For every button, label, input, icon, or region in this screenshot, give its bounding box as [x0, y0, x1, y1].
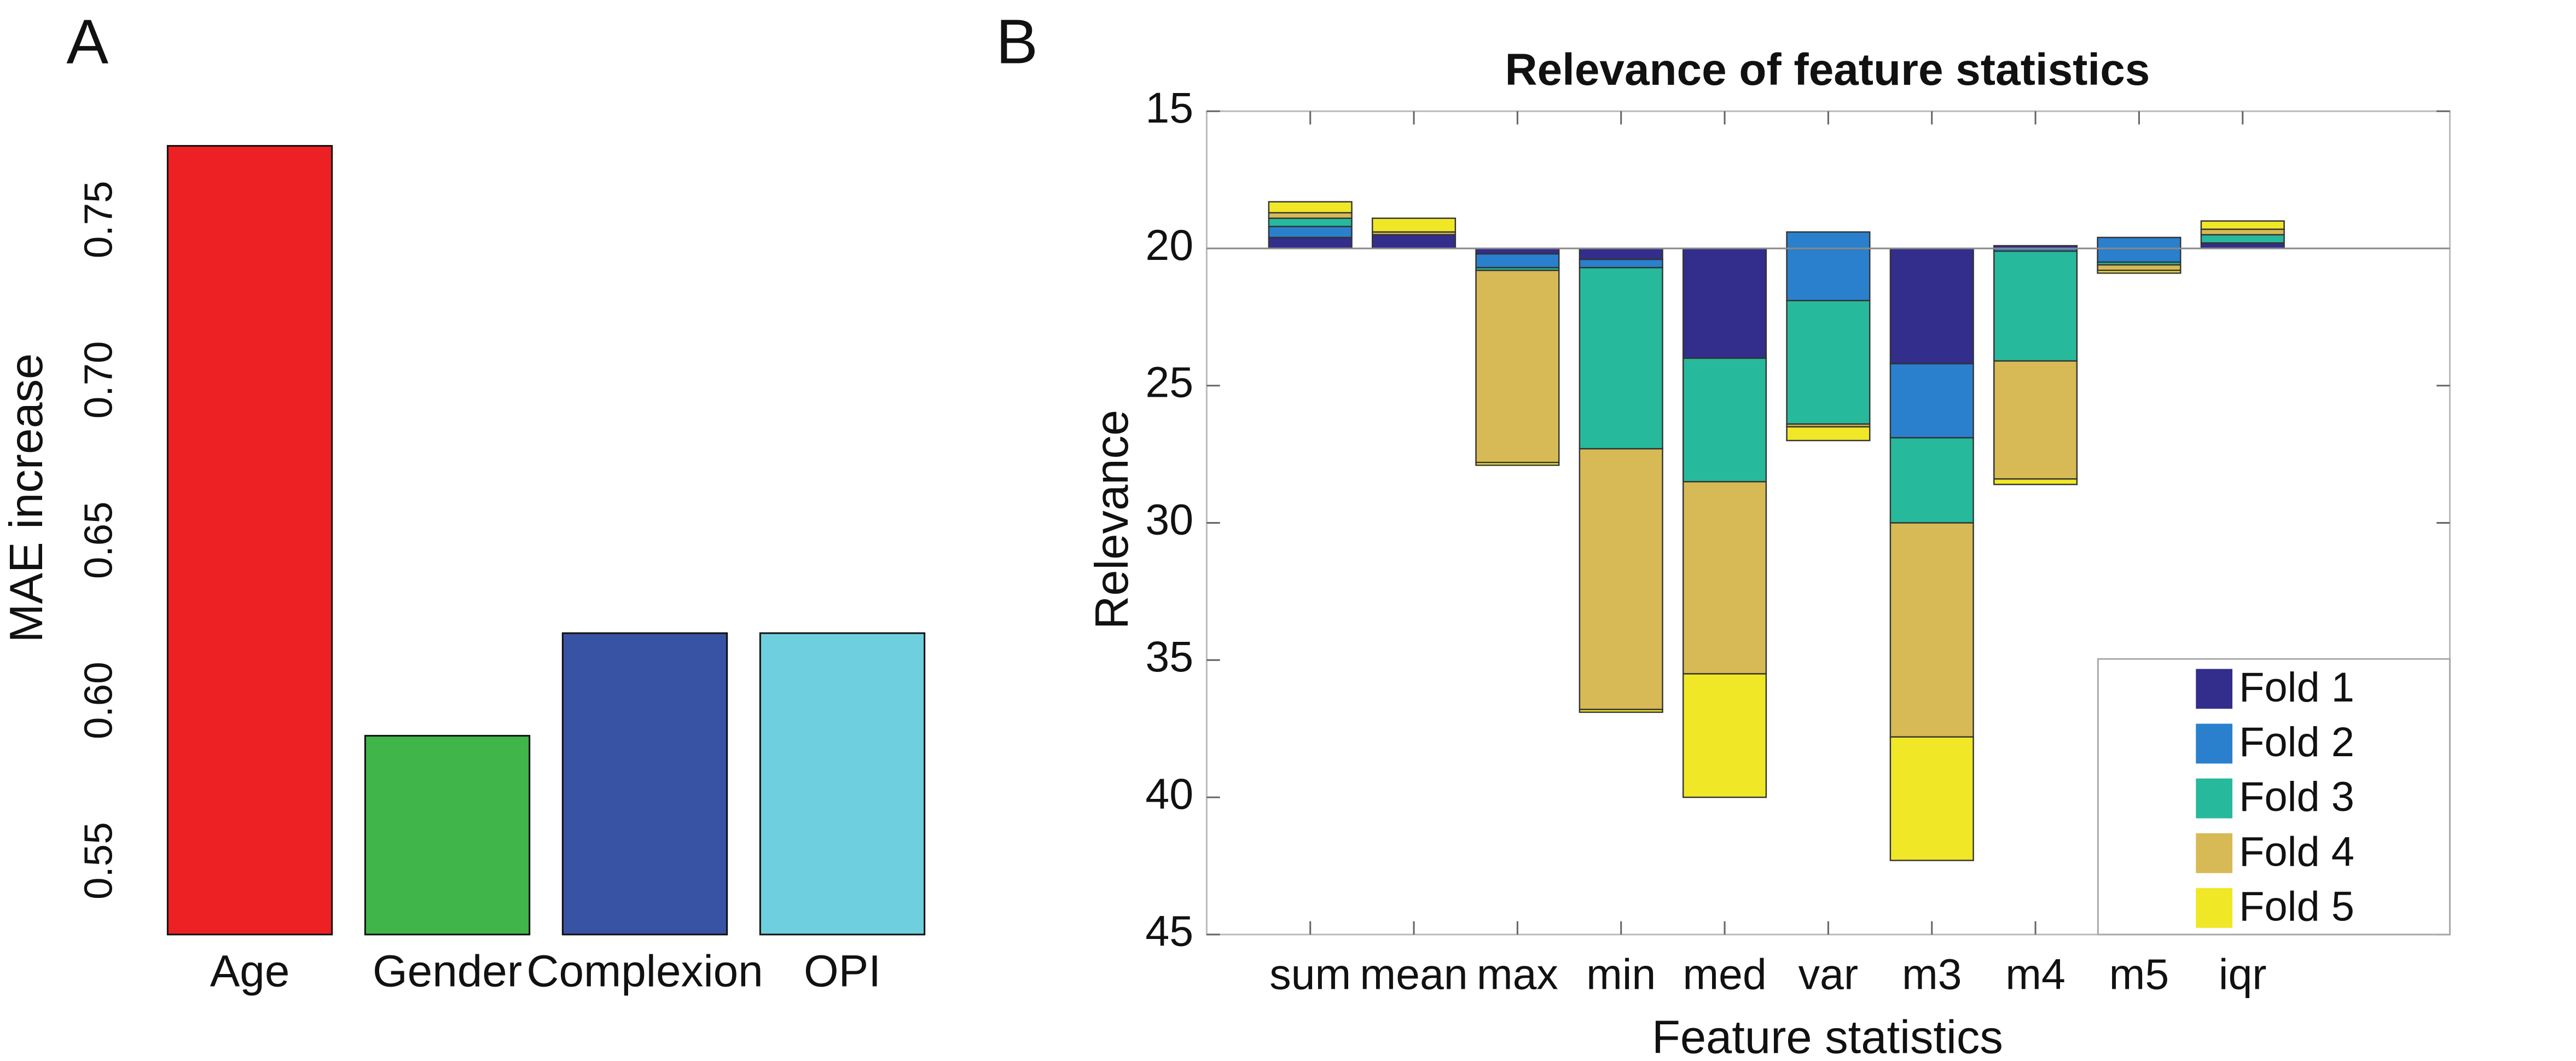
bar-segment: [1475, 461, 1560, 466]
legend-label: Fold 5: [2239, 883, 2354, 930]
chart-title: Relevance of feature statistics: [1505, 45, 2150, 95]
y-tick-label: 30: [1145, 495, 1193, 543]
y-tick-label: 0.60: [76, 662, 120, 739]
y-axis-label: Relevance: [1086, 410, 1138, 629]
bar-segment: [1786, 300, 1871, 425]
legend-swatch: [2196, 833, 2233, 873]
x-tick-label: sum: [1269, 950, 1351, 999]
x-tick-label: iqr: [2219, 950, 2267, 999]
bar-segment: [1371, 234, 1457, 250]
bar: [561, 632, 728, 936]
bar: [166, 145, 333, 936]
y-axis-label: MAE increase: [0, 353, 52, 643]
y-tick-label: 45: [1145, 907, 1193, 955]
legend-box: [2097, 658, 2451, 936]
legend-label: Fold 3: [2239, 774, 2354, 820]
bar-segment: [2200, 220, 2285, 230]
bar-segment: [1889, 247, 1974, 364]
y-tick-label: 40: [1145, 770, 1193, 818]
x-tick-label: Age: [210, 946, 290, 996]
bar-segment: [1786, 426, 1871, 442]
bar-segment: [1268, 225, 1353, 239]
x-tick-label: OPI: [804, 946, 881, 996]
y-tick-label: 0.65: [76, 501, 120, 579]
y-tick-label: 0.55: [76, 822, 120, 900]
legend-swatch: [2196, 778, 2233, 819]
bar-segment: [1371, 217, 1457, 233]
bar-segment: [1579, 258, 1663, 269]
bar-segment: [1268, 217, 1353, 228]
y-tick-label: 20: [1145, 221, 1193, 269]
bar-segment: [1579, 709, 1663, 713]
bar-segment: [1268, 201, 1353, 214]
bar-segment: [1682, 247, 1767, 359]
x-tick-label: var: [1798, 950, 1859, 999]
legend-swatch: [2196, 888, 2233, 928]
bar-segment: [1682, 673, 1767, 798]
bar-segment: [1889, 522, 1974, 738]
legend-swatch: [2196, 669, 2233, 709]
y-tick-label: 0.70: [76, 341, 120, 419]
bar: [364, 735, 531, 936]
bar-segment: [2097, 269, 2182, 274]
bar-segment: [1889, 736, 1974, 861]
bar-segment: [1889, 437, 1974, 524]
bar-segment: [1889, 363, 1974, 439]
bar-segment: [1475, 253, 1560, 269]
bar-segment: [2097, 264, 2182, 271]
legend-label: Fold 1: [2239, 664, 2354, 711]
y-tick-label: 35: [1145, 633, 1193, 681]
x-tick-label: max: [1477, 950, 1558, 999]
bar-segment: [2200, 234, 2285, 244]
legend-label: Fold 2: [2239, 719, 2354, 766]
x-tick-label: m5: [2109, 950, 2169, 999]
bar-segment: [1993, 478, 2078, 485]
bar-segment: [1268, 236, 1353, 250]
bar-segment: [2097, 236, 2182, 263]
legend-swatch: [2196, 723, 2233, 764]
x-tick-label: min: [1586, 950, 1656, 999]
bar-segment: [1579, 247, 1663, 260]
bar-segment: [1579, 266, 1663, 450]
legend-label: Fold 4: [2239, 828, 2354, 875]
bar-segment: [1993, 360, 2078, 480]
x-tick-label: med: [1682, 950, 1766, 999]
bar-segment: [1682, 481, 1767, 675]
panel-label: B: [996, 7, 1038, 77]
bar-segment: [1682, 357, 1767, 483]
bar-segment: [1268, 212, 1353, 219]
panel-label: A: [66, 7, 108, 77]
bar-segment: [1786, 231, 1871, 302]
bar-segment: [2200, 228, 2285, 236]
bar-segment: [1579, 448, 1663, 710]
x-tick-label: m4: [2005, 950, 2066, 999]
bar: [759, 632, 926, 936]
y-tick-label: 15: [1145, 84, 1193, 132]
y-tick-label: 0.75: [76, 181, 120, 258]
x-tick-label: mean: [1360, 950, 1467, 999]
x-tick-label: m3: [1902, 950, 1962, 999]
x-axis-label: Feature statistics: [1652, 1011, 2003, 1061]
y-tick-label: 25: [1145, 358, 1193, 407]
bar-segment: [1475, 269, 1560, 463]
bar-segment: [1993, 250, 2078, 362]
x-tick-label: Complexion: [526, 946, 763, 996]
x-tick-label: Gender: [373, 946, 522, 996]
